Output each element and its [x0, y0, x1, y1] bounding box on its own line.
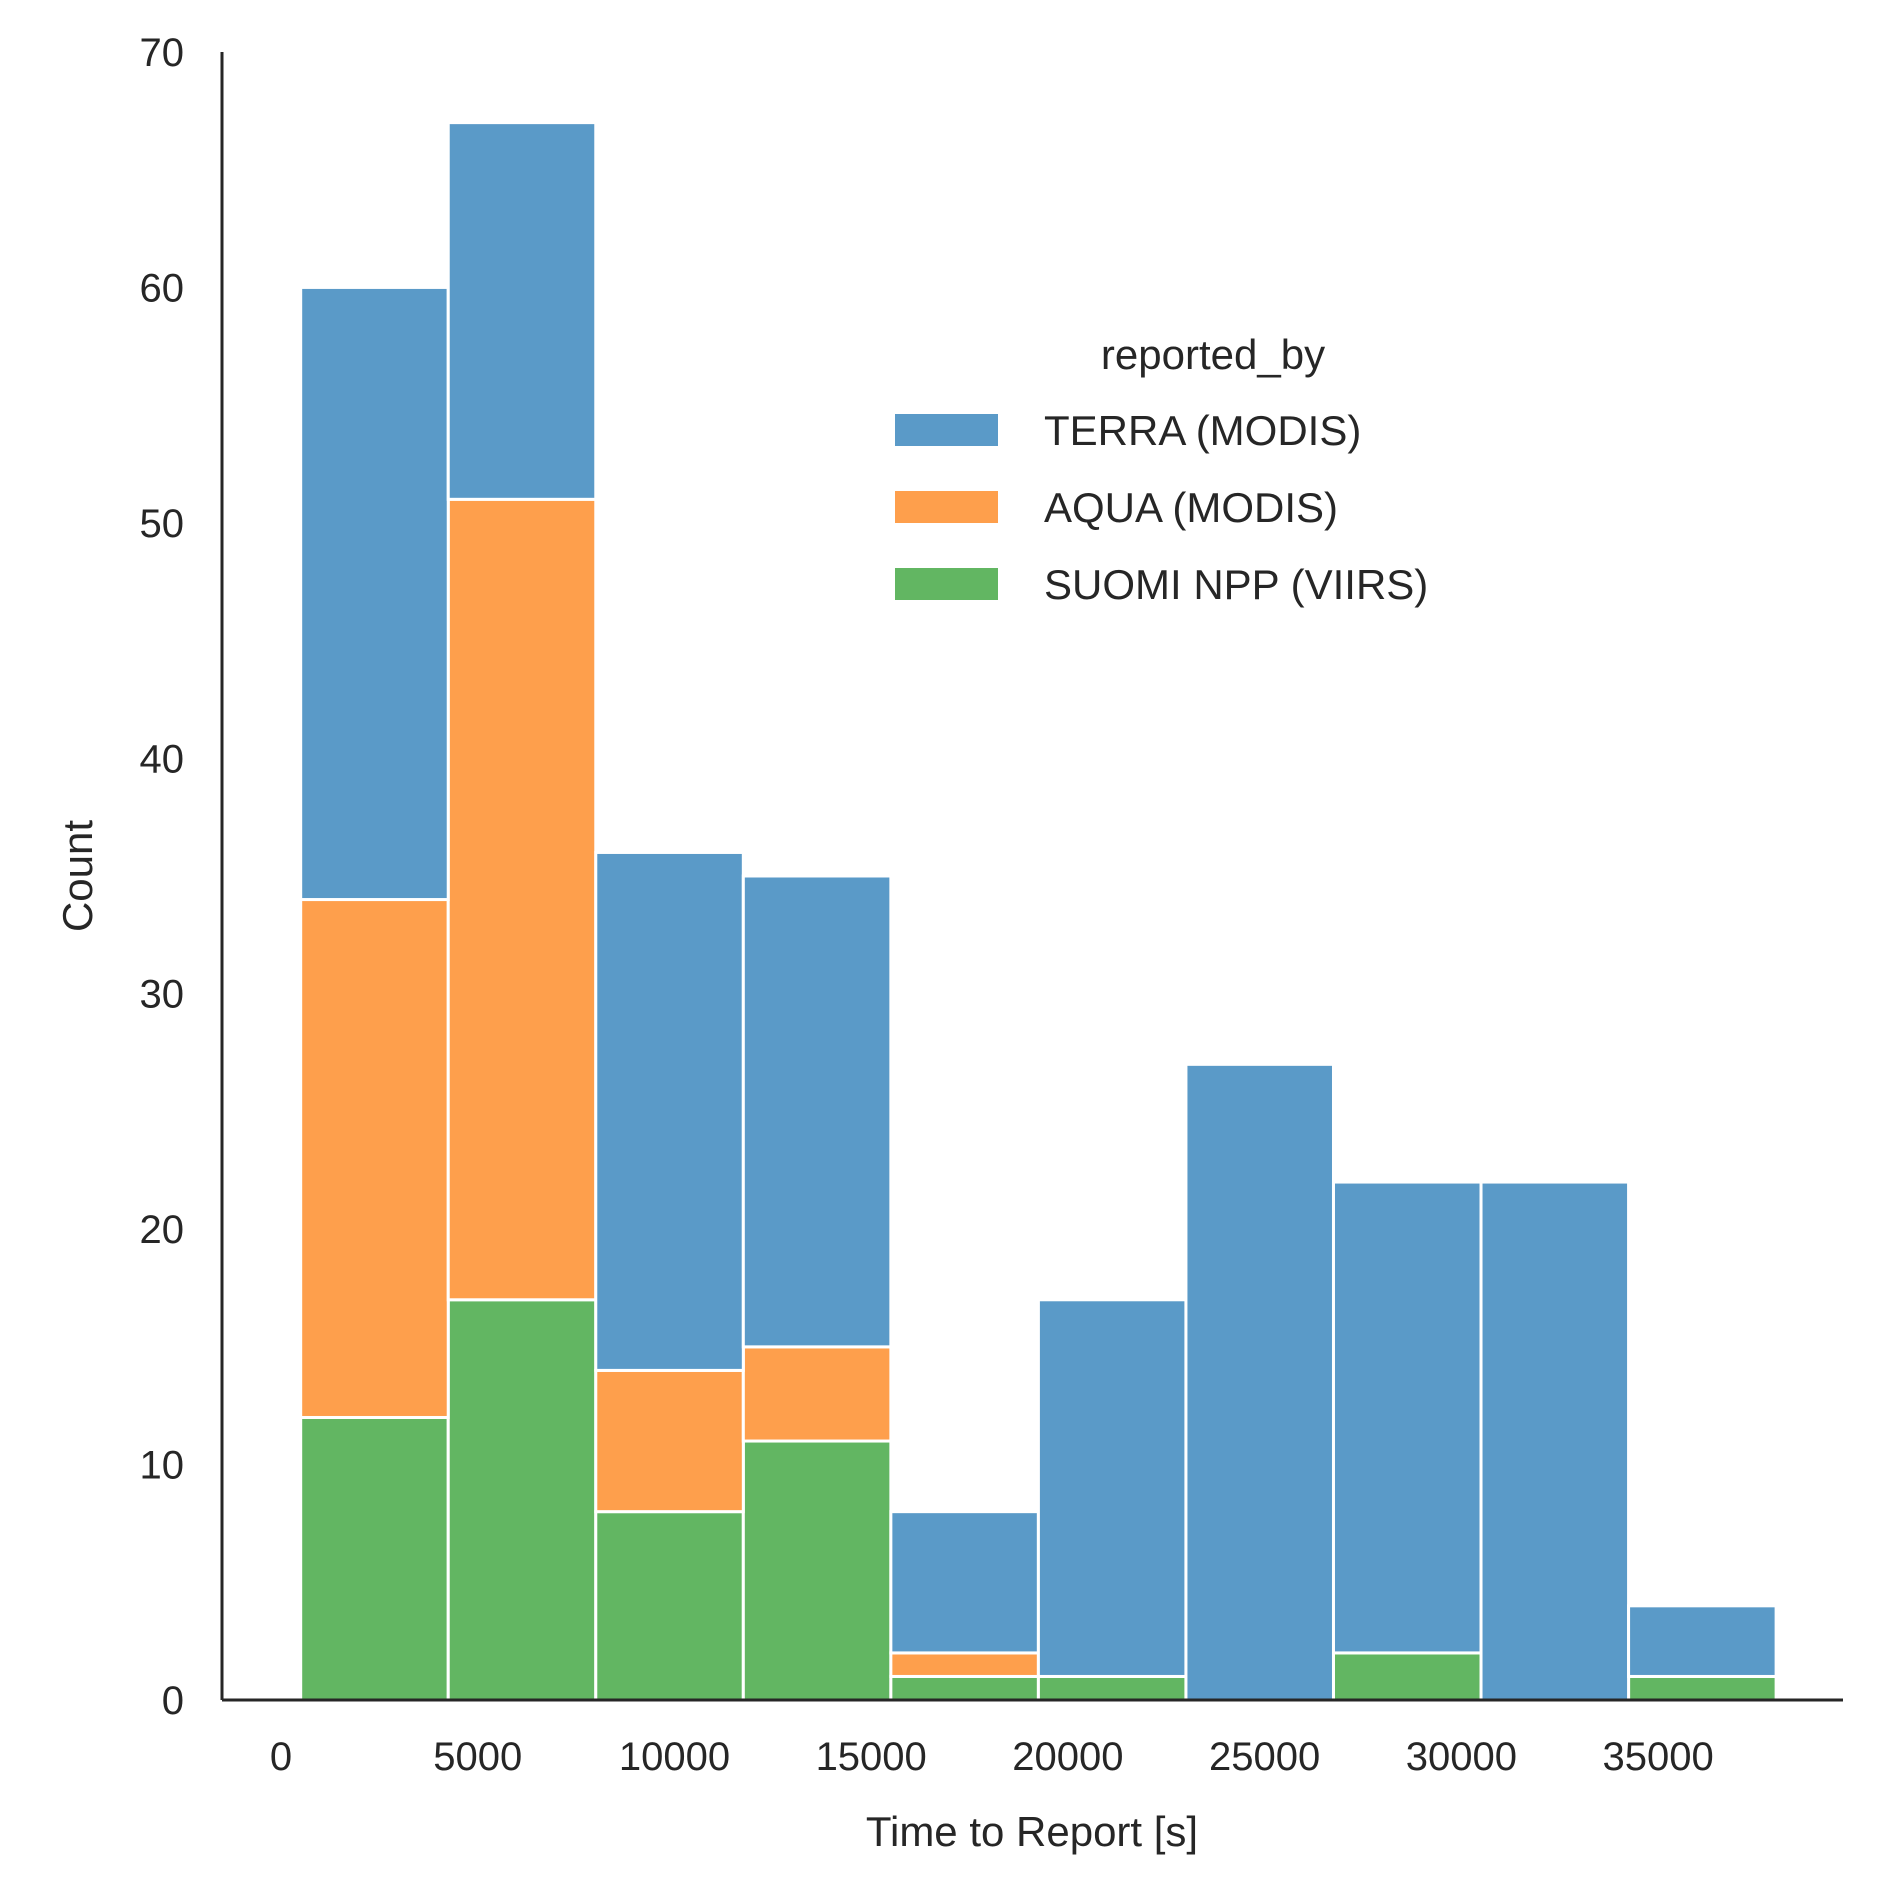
legend-label-aqua-modis: AQUA (MODIS)	[1044, 484, 1338, 531]
x-tick-label: 20000	[1012, 1735, 1123, 1779]
bar-suomi-npp-viirs-bin-4	[741, 1439, 893, 1702]
bar-suomi-npp-viirs-bin-5	[889, 1674, 1040, 1702]
x-tick-label: 0	[270, 1735, 292, 1779]
legend-swatch-aqua-modis	[895, 491, 998, 523]
bar-terra-modis-bin-6	[1036, 1298, 1188, 1678]
x-axis-label: Time to Report [s]	[866, 1808, 1198, 1855]
legend-label-terra-modis: TERRA (MODIS)	[1044, 407, 1361, 454]
bar-aqua-modis-bin-2	[446, 497, 598, 1302]
bar-aqua-modis-bin-5	[889, 1651, 1040, 1678]
legend-label-suomi-npp-viirs: SUOMI NPP (VIIRS)	[1044, 561, 1428, 608]
x-tick-label: 5000	[433, 1735, 522, 1779]
bar-aqua-modis-bin-4	[741, 1345, 893, 1443]
legend-swatch-terra-modis	[895, 414, 998, 446]
bar-suomi-npp-viirs-bin-8	[1331, 1651, 1483, 1702]
bar-terra-modis-bin-10	[1627, 1604, 1778, 1678]
x-tick-labels: 0 5000 10000 15000 20000 25000 30000 35000	[270, 1735, 1714, 1779]
x-tick-label: 15000	[816, 1735, 927, 1779]
y-tick-label: 0	[162, 1679, 184, 1723]
bar-terra-modis-bin-2	[446, 121, 598, 501]
bar-terra-modis-bin-8	[1331, 1180, 1483, 1655]
bar-terra-modis-bin-7	[1184, 1062, 1335, 1702]
y-tick-label: 10	[140, 1444, 185, 1488]
x-tick-label: 10000	[619, 1735, 730, 1779]
y-tick-label: 50	[140, 502, 185, 546]
bar-terra-modis-bin-3	[594, 850, 745, 1372]
y-tick-labels: 0 10 20 30 40 50 60 70	[140, 31, 185, 1723]
y-axis-label: Count	[54, 820, 101, 932]
bar-terra-modis-bin-5	[889, 1510, 1040, 1655]
bars-layer	[299, 121, 1778, 1702]
bar-terra-modis-bin-9	[1479, 1180, 1631, 1702]
x-tick-label: 35000	[1602, 1735, 1713, 1779]
bar-suomi-npp-viirs-bin-1	[299, 1415, 450, 1702]
bar-terra-modis-bin-4	[741, 874, 893, 1349]
bar-aqua-modis-bin-1	[299, 898, 450, 1419]
y-tick-label: 40	[140, 737, 185, 781]
bar-suomi-npp-viirs-bin-10	[1627, 1674, 1778, 1702]
y-tick-label: 60	[140, 266, 185, 310]
x-tick-label: 30000	[1406, 1735, 1517, 1779]
bar-suomi-npp-viirs-bin-2	[446, 1298, 598, 1702]
legend-swatch-suomi-npp-viirs	[895, 568, 998, 600]
bar-terra-modis-bin-1	[299, 285, 450, 902]
bar-suomi-npp-viirs-bin-3	[594, 1510, 745, 1702]
y-tick-label: 30	[140, 973, 185, 1017]
y-tick-label: 70	[140, 31, 185, 75]
legend-title: reported_by	[1101, 331, 1325, 378]
bar-aqua-modis-bin-3	[594, 1368, 745, 1514]
legend: reported_by TERRA (MODIS) AQUA (MODIS) SUO…	[895, 331, 1428, 608]
x-tick-label: 25000	[1209, 1735, 1320, 1779]
y-tick-label: 20	[140, 1208, 185, 1252]
bar-suomi-npp-viirs-bin-6	[1036, 1674, 1188, 1702]
